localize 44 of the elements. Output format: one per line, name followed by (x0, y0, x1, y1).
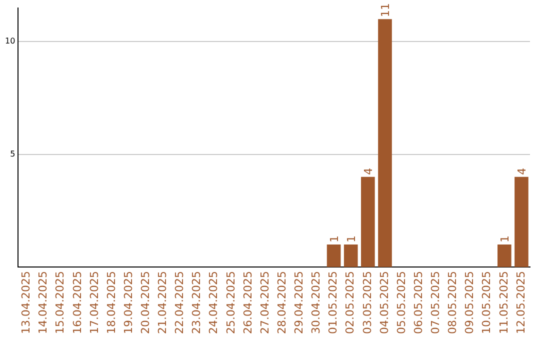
bar (326, 244, 341, 268)
x-tick-label: 01.05.2025 (326, 271, 340, 334)
bar (344, 244, 358, 268)
x-tick-label: 11.05.2025 (497, 271, 510, 334)
x-tick-label: 05.05.2025 (394, 271, 408, 334)
x-tick-label: 26.04.2025 (241, 271, 254, 334)
x-tick-label: 07.05.2025 (429, 271, 442, 334)
x-tick-label: 02.05.2025 (344, 271, 357, 334)
x-tick-label: 09.05.2025 (463, 271, 476, 334)
x-tick-label: 03.05.2025 (360, 271, 374, 334)
bar (514, 176, 528, 268)
x-tick-label: 20.04.2025 (138, 271, 152, 334)
x-tick-label: 16.04.2025 (70, 271, 84, 334)
x-tick-label: 21.04.2025 (156, 271, 170, 334)
x-tick-label: 30.04.2025 (310, 271, 323, 334)
data-label: 11 (378, 3, 392, 18)
x-tick-label: 22.04.2025 (173, 271, 186, 334)
data-label: 4 (515, 168, 528, 175)
x-tick-label: 04.05.2025 (378, 271, 391, 334)
bar (378, 19, 392, 268)
y-tick-label: 10 (4, 36, 16, 46)
x-tick-label: 08.05.2025 (446, 271, 460, 334)
x-tick-label: 23.04.2025 (190, 271, 204, 334)
x-tick-label: 18.04.2025 (104, 271, 118, 334)
data-label: 1 (328, 235, 341, 242)
x-tick-label: 10.05.2025 (480, 271, 494, 334)
data-label: 1 (498, 235, 512, 242)
x-tick-label: 19.04.2025 (122, 271, 135, 334)
bar (498, 244, 512, 268)
x-tick-label: 13.04.2025 (20, 271, 33, 334)
x-tick-label: 24.04.2025 (207, 271, 220, 334)
x-tick-label: 14.04.2025 (36, 271, 50, 334)
x-tick-label: 17.04.2025 (88, 271, 101, 334)
x-tick-label: 25.04.2025 (224, 271, 238, 334)
x-tick-label: 06.05.2025 (412, 271, 425, 334)
data-label: 4 (362, 168, 375, 175)
x-tick-label: 12.05.2025 (514, 271, 528, 334)
y-tick-label: 5 (10, 149, 16, 158)
bar (361, 176, 375, 268)
x-tick-label: 27.04.2025 (258, 271, 272, 334)
data-label: 1 (344, 235, 358, 242)
x-tick-label: 29.04.2025 (292, 271, 306, 334)
x-tick-label: 15.04.2025 (54, 271, 67, 334)
x-tick-label: 28.04.2025 (275, 271, 288, 334)
